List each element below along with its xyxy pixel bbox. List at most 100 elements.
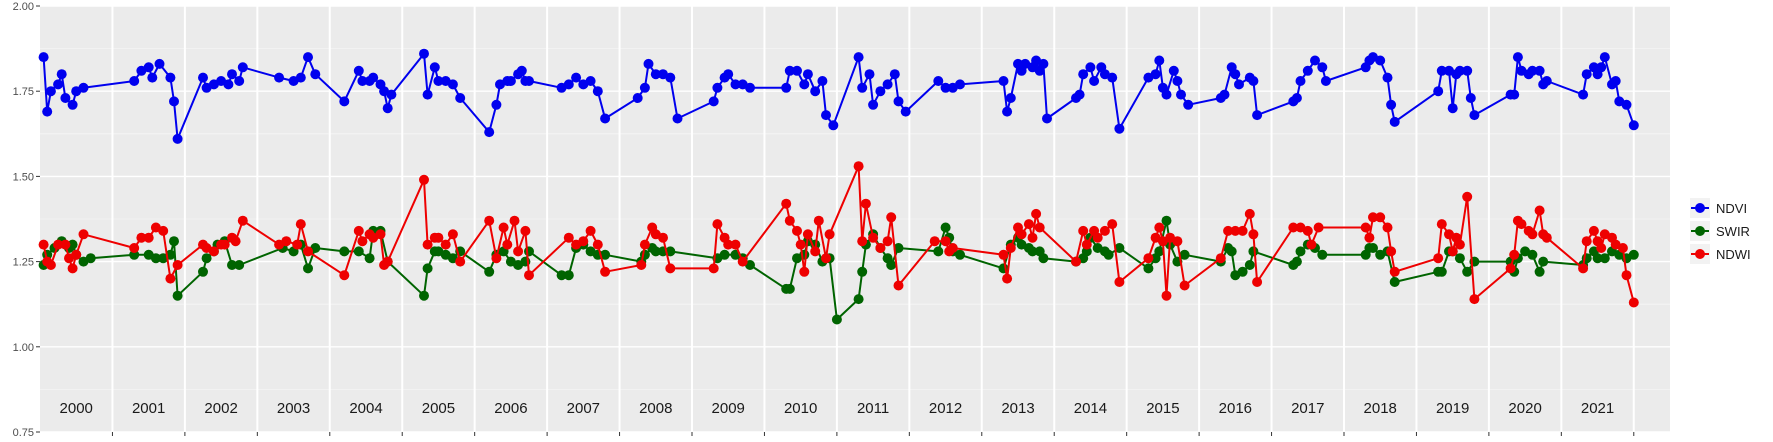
data-point-ndwi — [947, 243, 958, 253]
data-point-ndwi — [447, 229, 458, 240]
data-point-ndwi — [799, 266, 810, 277]
data-point-swir — [234, 260, 245, 270]
data-point-ndvi — [1172, 76, 1183, 86]
data-point-ndwi — [578, 236, 589, 247]
data-point-ndwi — [1386, 246, 1397, 257]
data-point-swir — [556, 270, 567, 281]
data-point-ndwi — [1313, 222, 1324, 233]
data-point-swir — [1368, 243, 1378, 253]
data-point-ndvi — [1248, 76, 1259, 86]
data-point-ndwi — [1244, 208, 1255, 219]
data-point-ndvi — [1389, 116, 1400, 127]
data-point-ndwi — [53, 239, 64, 250]
data-point-ndvi — [353, 65, 364, 76]
data-point-ndvi — [900, 106, 911, 117]
data-point-ndwi — [853, 161, 864, 172]
data-point-ndvi — [129, 76, 140, 86]
data-point-ndwi — [1581, 236, 1592, 247]
data-point-ndwi — [821, 253, 831, 264]
data-point-ndvi — [165, 72, 176, 83]
year-label-2017: 2017 — [1291, 400, 1324, 417]
data-point-ndwi — [129, 243, 140, 253]
data-point-ndwi — [1527, 229, 1538, 240]
data-point-ndwi — [1534, 205, 1545, 216]
data-point-ndvi — [1168, 65, 1179, 76]
data-point-swir — [227, 260, 237, 270]
data-point-ndvi — [864, 69, 875, 80]
data-point-ndwi — [998, 249, 1009, 260]
data-point-ndvi — [429, 62, 440, 73]
data-point-ndvi — [784, 65, 795, 76]
data-point-swir — [484, 266, 495, 277]
data-point-ndvi — [889, 69, 900, 80]
data-point-ndvi — [1509, 89, 1520, 100]
data-point-ndvi — [723, 69, 734, 80]
data-point-ndwi — [810, 246, 821, 257]
data-point-swir — [1248, 246, 1259, 257]
data-point-ndvi — [708, 96, 719, 107]
data-point-ndwi — [520, 225, 531, 236]
data-point-ndwi — [795, 239, 806, 250]
data-point-ndwi — [484, 215, 495, 226]
data-point-ndwi — [295, 219, 306, 230]
data-point-swir — [1599, 253, 1610, 264]
year-label-2018: 2018 — [1364, 400, 1397, 417]
data-point-ndwi — [1078, 225, 1089, 236]
data-point-swir — [784, 283, 795, 294]
data-point-ndwi — [712, 219, 723, 230]
data-point-ndvi — [632, 93, 643, 103]
data-point-ndwi — [1364, 232, 1375, 243]
data-point-ndwi — [237, 215, 248, 226]
data-point-ndvi — [1183, 99, 1194, 110]
data-point-ndvi — [382, 103, 393, 114]
data-point-ndvi — [1234, 79, 1244, 90]
data-point-ndvi — [1465, 93, 1476, 103]
data-point-swir — [422, 263, 433, 274]
data-point-swir — [1143, 263, 1154, 274]
data-point-ndwi — [1509, 249, 1520, 260]
data-point-ndvi — [1469, 110, 1480, 121]
data-point-ndwi — [339, 270, 350, 281]
data-point-ndvi — [223, 79, 234, 90]
data-point-ndwi — [592, 239, 603, 250]
data-point-swir — [719, 249, 730, 260]
data-point-ndvi — [1541, 76, 1552, 86]
data-point-ndwi — [1436, 219, 1447, 230]
data-point-swir — [150, 253, 161, 264]
data-point-ndvi — [1462, 65, 1473, 76]
year-label-2013: 2013 — [1001, 400, 1034, 417]
year-label-2003: 2003 — [277, 400, 310, 417]
data-point-ndvi — [1085, 62, 1096, 73]
legend-label-ndvi: NDVI — [1716, 201, 1747, 216]
data-point-ndvi — [78, 82, 89, 93]
data-point-ndvi — [67, 99, 78, 110]
data-point-ndvi — [1581, 69, 1592, 80]
data-point-ndvi — [1382, 72, 1393, 83]
data-point-ndvi — [53, 79, 64, 90]
data-point-ndwi — [71, 249, 82, 260]
year-label-2020: 2020 — [1508, 400, 1541, 417]
data-point-ndvi — [303, 52, 313, 63]
data-point-ndwi — [857, 236, 868, 247]
data-point-ndwi — [498, 222, 509, 233]
data-point-ndwi — [792, 225, 802, 236]
data-point-ndvi — [1302, 65, 1313, 76]
data-point-ndwi — [38, 239, 49, 250]
data-point-ndvi — [237, 62, 248, 73]
data-point-ndwi — [1154, 222, 1165, 233]
data-point-ndvi — [386, 89, 397, 100]
data-point-swir — [1154, 246, 1165, 257]
data-point-ndvi — [1433, 86, 1444, 97]
y-tick-label: 2.00 — [13, 1, 34, 13]
data-point-ndvi — [45, 86, 56, 97]
data-point-ndwi — [868, 232, 879, 243]
data-point-ndwi — [940, 236, 951, 247]
data-point-ndwi — [67, 263, 78, 274]
data-point-ndvi — [799, 79, 810, 90]
data-point-ndwi — [882, 236, 893, 247]
data-point-ndwi — [292, 239, 303, 250]
data-point-ndvi — [154, 58, 165, 69]
data-point-swir — [1389, 277, 1400, 287]
data-point-ndwi — [1172, 236, 1183, 247]
